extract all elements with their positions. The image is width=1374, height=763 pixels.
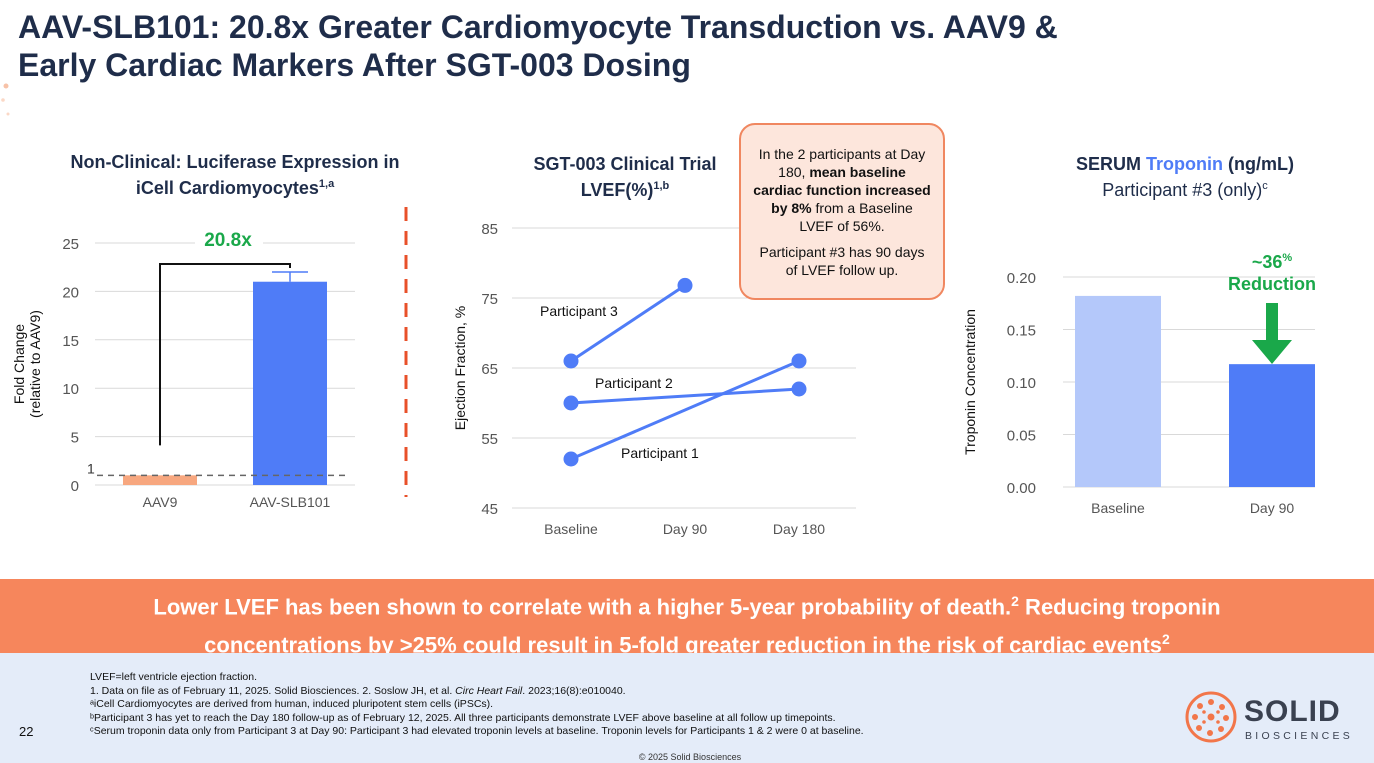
luciferase-chart-title: Non-Clinical: Luciferase Expression in i… [30, 151, 440, 199]
y-axis-label: Ejection Fraction, % [452, 306, 468, 431]
luciferase-title-line2: iCell Cardiomyocytes [135, 178, 319, 198]
bar-day-90 [1229, 364, 1315, 487]
series-label: Participant 3 [540, 303, 618, 319]
footnote-line: ᶜSerum troponin data only from Participa… [90, 725, 864, 737]
banner-line1-post: Reducing troponin [1018, 594, 1221, 620]
y-tick-label: 75 [481, 291, 498, 308]
footnotes: LVEF=left ventricle ejection fraction. 1… [90, 671, 1050, 739]
data-point [563, 353, 579, 369]
conclusion-banner: Lower LVEF has been shown to correlate w… [0, 579, 1374, 658]
banner-line1-sup: 2 [1011, 593, 1019, 609]
y-tick-label: 15 [62, 333, 79, 350]
y-tick-label: 0.10 [1007, 375, 1036, 392]
down-arrow-icon [1252, 303, 1292, 364]
troponin-subtitle-sup: c [1262, 180, 1268, 192]
decorative-dots [1, 83, 10, 116]
reduction-annotation-label: Reduction [1228, 274, 1316, 294]
comparison-bracket [159, 263, 291, 446]
data-point [563, 395, 579, 411]
slide-title-line2: Early Cardiac Markers After SGT-003 Dosi… [18, 47, 691, 83]
y-tick-label: 25 [62, 236, 79, 253]
logo-wordmark: SOLID [1244, 695, 1341, 728]
series-label: Participant 1 [621, 445, 699, 461]
y-axis-label: Fold Change(relative to AAV9) [11, 310, 43, 418]
logo-mark-icon [1185, 691, 1237, 743]
data-point [677, 277, 693, 293]
page-number: 22 [19, 724, 34, 739]
troponin-title-pre: SERUM [1076, 154, 1147, 174]
troponin-title-post: (ng/mL) [1223, 154, 1294, 174]
lvef-title-sup: 1,b [653, 180, 670, 192]
x-tick-label: AAV9 [143, 494, 178, 510]
bar-aav9 [123, 475, 197, 485]
x-tick-label: Day 180 [773, 521, 825, 537]
fold-change-annotation: 20.8x [204, 230, 252, 251]
banner-line1: Lower LVEF has been shown to correlate w… [153, 594, 1012, 620]
bar-aav-slb101 [253, 281, 327, 485]
data-point [563, 451, 579, 467]
callout-p1-bold: mean baseline cardiac function increased… [753, 164, 931, 216]
slide-title: AAV-SLB101: 20.8x Greater Cardiomyocyte … [18, 8, 1358, 84]
x-tick-label: Baseline [1091, 500, 1145, 516]
x-tick-label: AAV-SLB101 [250, 494, 331, 510]
footnote-line: ᵃiCell Cardiomyocytes are derived from h… [90, 698, 494, 710]
y-tick-label: 0.20 [1007, 270, 1036, 287]
y-tick-label: 20 [62, 284, 79, 301]
y-tick-label: 0.15 [1007, 323, 1036, 340]
lvef-title-line1: SGT-003 Clinical Trial [533, 154, 717, 174]
y-tick-label: 55 [481, 431, 498, 448]
footnote-ref-post: . 2023;16(8):e010040. [522, 684, 626, 697]
troponin-title-highlight: Troponin [1146, 154, 1223, 174]
y-tick-label: 0 [71, 478, 79, 495]
series-line-participant-2 [570, 387, 800, 405]
footnote-references: 1. Data on file as of February 11, 2025.… [90, 685, 1050, 699]
y-tick-label: 0.05 [1007, 428, 1036, 445]
x-tick-label: Day 90 [1250, 500, 1295, 516]
series-line-participant-1 [570, 359, 800, 461]
reference-line-label: 1 [87, 460, 95, 476]
y-tick-label: 5 [71, 430, 79, 447]
footnote-line: LVEF=left ventricle ejection fraction. [90, 671, 258, 683]
reduction-annotation-value: ~36% [1252, 252, 1293, 272]
footnote-ref-pre: 1. Data on file as of February 11, 2025.… [90, 684, 456, 697]
callout-paragraph-1: In the 2 participants at Day 180, mean b… [753, 145, 931, 235]
footnote-line: ᵇParticipant 3 has yet to reach the Day … [90, 711, 836, 724]
luciferase-title-line1: Non-Clinical: Luciferase Expression in [70, 152, 400, 172]
panel-divider [404, 207, 408, 497]
y-axis-label: Troponin Concentration [962, 309, 978, 455]
troponin-bar-chart: 0.00 0.05 0.10 0.15 0.20 Troponin Concentrati… [962, 252, 1316, 516]
logo-subtitle: BIOSCIENCES [1245, 730, 1354, 742]
luciferase-title-sup: 1,a [318, 178, 335, 190]
x-tick-label: Baseline [544, 521, 598, 537]
lvef-callout-box: In the 2 participants at Day 180, mean b… [739, 123, 945, 300]
annotation-background [195, 225, 263, 253]
slide-title-line1: AAV-SLB101: 20.8x Greater Cardiomyocyte … [18, 9, 1058, 45]
troponin-chart-title: SERUM Troponin (ng/mL) Participant #3 (o… [1030, 153, 1340, 201]
footer-background [0, 653, 1374, 763]
y-tick-label: 10 [62, 381, 79, 398]
callout-p1-post: from a Baseline LVEF of 56%. [799, 200, 913, 234]
data-point [791, 353, 807, 369]
callout-paragraph-2: Participant #3 has 90 days of LVEF follo… [759, 244, 925, 278]
lvef-line-chart: 45 55 65 75 85 Ejection Fraction, % Baseline Da… [452, 221, 856, 537]
x-tick-label: Day 90 [663, 521, 708, 537]
bar-baseline [1075, 295, 1161, 487]
callout-p1-pre: In the 2 participants at Day 180, [758, 146, 926, 180]
lvef-title-line2: LVEF(%) [580, 180, 654, 200]
lvef-chart-title: SGT-003 Clinical Trial LVEF(%)1,b [500, 153, 750, 201]
y-tick-label: 65 [481, 361, 498, 378]
y-tick-label: 0.00 [1007, 480, 1036, 497]
copyright: © 2025 Solid Biosciences [638, 752, 742, 762]
series-label: Participant 2 [595, 375, 673, 391]
series-line-participant-3 [570, 284, 686, 363]
y-tick-label: 85 [481, 221, 498, 238]
footnote-ref-journal: Circ Heart Fail [455, 684, 523, 697]
troponin-subtitle: Participant #3 (only) [1102, 180, 1263, 200]
y-tick-label: 45 [481, 501, 498, 518]
banner-line2-sup: 2 [1162, 631, 1170, 648]
luciferase-bar-chart: 0 5 10 15 20 25 Fold Change(relative to AAV9) A… [11, 225, 355, 510]
solid-biosciences-logo: SOLID BIOSCIENCES [1182, 690, 1352, 744]
data-point [791, 381, 807, 397]
